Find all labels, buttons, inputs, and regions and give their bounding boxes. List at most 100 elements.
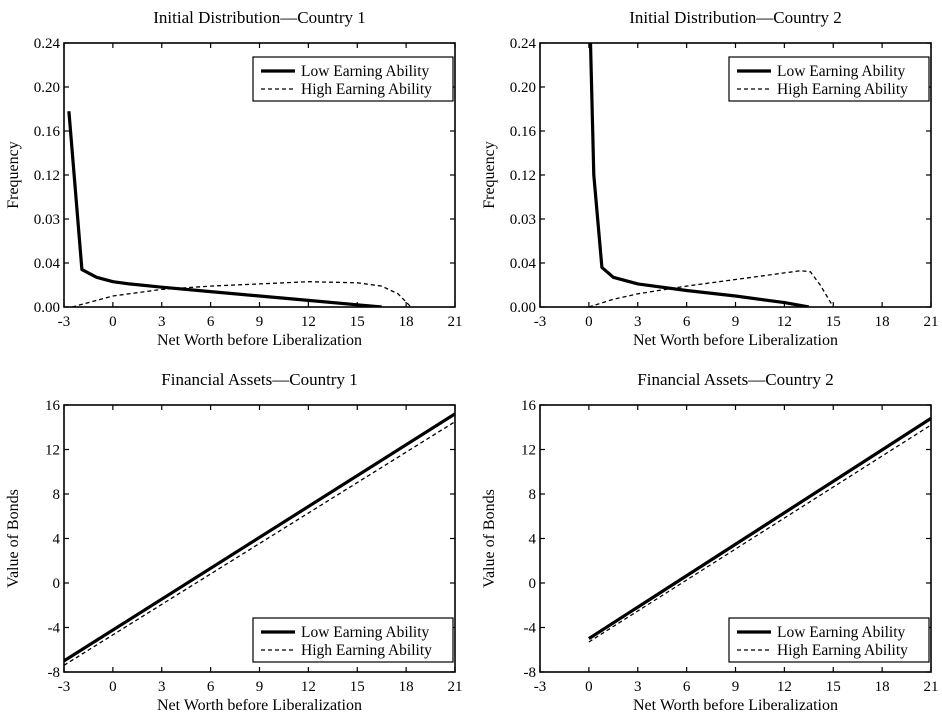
y-tick-label: 0.16 [510,124,537,140]
x-axis-label: Net Worth before Liberalization [633,697,838,714]
x-tick-label: -3 [58,314,71,330]
x-tick-label: 18 [875,679,890,695]
legend-entry: Low Earning Ability [301,624,430,641]
y-tick-label: 0.03 [34,212,60,228]
x-tick-label: 21 [448,314,463,330]
y-tick-label: 0.24 [34,36,61,52]
y-tick-label: -8 [524,665,537,681]
x-axis-label: Net Worth before Liberalization [157,332,362,349]
x-tick-label: 18 [399,314,414,330]
x-tick-label: 15 [350,679,365,695]
y-tick-label: 12 [521,443,536,459]
series-line-low-earning [588,417,931,640]
x-tick-label: 9 [732,679,740,695]
chart-title: Financial Assets—Country 2 [637,370,833,389]
y-tick-label: -8 [48,665,61,681]
x-tick-label: 0 [585,314,593,330]
x-tick-label: 21 [924,314,939,330]
legend-entry: High Earning Ability [301,81,432,98]
legend-entry: High Earning Ability [301,642,432,659]
y-tick-label: 0.00 [510,300,536,316]
x-tick-label: 21 [924,679,939,695]
x-tick-label: -3 [534,314,547,330]
y-tick-label: 4 [529,532,537,548]
legend-entry: High Earning Ability [777,642,908,659]
x-tick-label: 21 [448,679,463,695]
x-tick-label: -3 [58,679,71,695]
y-axis-label: Value of Bonds [5,489,22,588]
chart-panel-1: Initial Distribution—Country 1 -3 0 3 6 9 12 15… [5,8,463,349]
x-tick-label: 3 [158,679,166,695]
legend-box [728,56,930,102]
x-tick-label: 15 [826,314,841,330]
x-tick-label: 18 [399,679,414,695]
y-tick-label: 12 [45,443,60,459]
y-tick-label: -4 [524,621,537,637]
chart-panel-2: Initial Distribution—Country 2 -3 0 3 6 9 12 15… [481,8,939,349]
x-axis-label: Net Worth before Liberalization [633,332,838,349]
x-tick-label: 15 [350,314,365,330]
x-tick-label: 0 [585,679,593,695]
y-tick-label: 0.16 [34,124,61,140]
x-tick-label: 6 [207,679,215,695]
y-tick-label: 16 [521,398,537,414]
y-tick-label: 16 [45,398,61,414]
x-tick-label: 9 [732,314,740,330]
legend-box [252,617,454,663]
series-line-low-earning [67,111,382,307]
y-tick-label: 0.03 [510,212,536,228]
series-line-high-earning [71,281,412,307]
chart-title: Initial Distribution—Country 1 [153,8,366,27]
y-axis-label: Frequency [481,141,498,209]
chart-title: Initial Distribution—Country 2 [629,8,842,27]
x-tick-label: 12 [301,314,316,330]
x-tick-label: 12 [301,679,316,695]
legend-box [728,617,930,663]
y-tick-label: 0.12 [34,168,60,184]
series-line-low-earning [64,412,455,663]
chart-panel-3: Financial Assets—Country 1 -3 0 3 6 9 12 15 18 21… [5,370,463,714]
x-tick-label: 12 [777,314,792,330]
x-tick-label: 6 [207,314,215,330]
y-axis-label: Value of Bonds [481,489,498,588]
series-line-low-earning [588,43,810,307]
legend-entry: Low Earning Ability [777,624,906,641]
series-line-high-earning [588,270,834,307]
y-tick-label: 0.04 [34,256,61,272]
chart-title: Financial Assets—Country 1 [161,370,357,389]
y-tick-label: 0.04 [510,256,537,272]
x-tick-label: 0 [109,314,117,330]
legend-entry: High Earning Ability [777,81,908,98]
legend-entry: Low Earning Ability [301,63,430,80]
y-tick-label: 0.20 [34,80,60,96]
series-line-high-earning [588,424,931,643]
x-tick-label: 12 [777,679,792,695]
y-tick-label: 8 [53,487,61,503]
x-tick-label: 6 [683,679,691,695]
x-tick-label: 0 [109,679,117,695]
x-tick-label: 6 [683,314,691,330]
y-tick-label: 0 [53,576,61,592]
x-tick-label: -3 [534,679,547,695]
y-tick-label: 8 [529,487,537,503]
y-tick-label: 0.12 [510,168,536,184]
legend-box [252,56,454,102]
y-tick-label: 0.24 [510,36,537,52]
y-tick-label: 0 [529,576,537,592]
x-tick-label: 3 [158,314,166,330]
x-tick-label: 15 [826,679,841,695]
x-tick-label: 3 [634,679,642,695]
y-tick-label: 0.20 [510,80,536,96]
x-tick-label: 3 [634,314,642,330]
y-tick-label: -4 [48,621,61,637]
legend-entry: Low Earning Ability [777,63,906,80]
y-tick-label: 4 [53,532,61,548]
x-axis-label: Net Worth before Liberalization [157,697,362,714]
y-tick-label: 0.00 [34,300,60,316]
x-tick-label: 18 [875,314,890,330]
chart-panel-4: Financial Assets—Country 2 -3 0 3 6 9 12 15 18 21… [481,370,939,714]
x-tick-label: 9 [256,679,264,695]
x-tick-label: 9 [256,314,264,330]
y-axis-label: Frequency [5,141,22,209]
